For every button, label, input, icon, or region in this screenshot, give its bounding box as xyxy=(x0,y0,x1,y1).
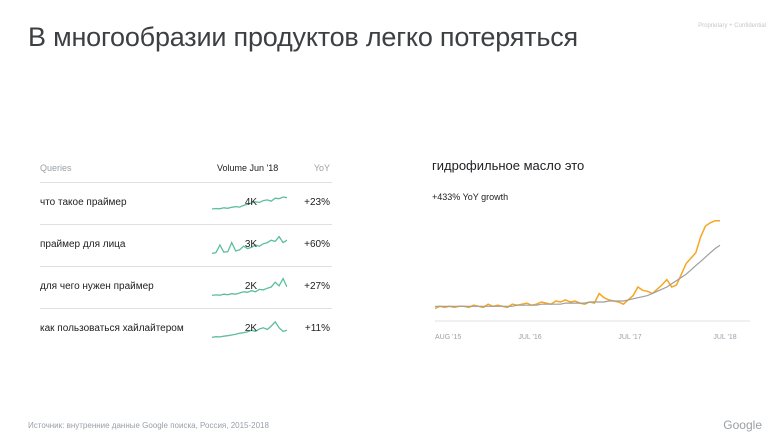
series-line-0 xyxy=(434,219,720,310)
volume-value: 3K xyxy=(244,239,258,250)
volume-value: 2K xyxy=(244,281,258,292)
sparkline-series xyxy=(212,277,287,297)
x-tick-label: JUL '17 xyxy=(618,334,641,341)
yoy-value: +23% xyxy=(304,197,330,208)
query-text: что такое праймер xyxy=(40,197,127,208)
chart-title: гидрофильное масло это xyxy=(432,158,585,173)
table-row: для чего нужен праймер 2K +27% xyxy=(40,266,332,308)
series-line-1 xyxy=(435,244,721,307)
yoy-value: +27% xyxy=(304,281,330,292)
x-tick-label: JUL '18 xyxy=(713,334,736,341)
yoy-value: +11% xyxy=(304,323,330,334)
chart-subtitle: +433% YoY growth xyxy=(432,192,509,202)
volume-value: 4K xyxy=(244,197,258,208)
header-queries: Queries xyxy=(40,163,72,173)
header-yoy: YoY xyxy=(313,163,330,173)
google-logo: Google xyxy=(723,418,762,432)
volume-value: 2K xyxy=(244,323,258,334)
x-tick-label: AUG '15 xyxy=(435,334,461,341)
sparkline xyxy=(212,320,287,339)
x-tick-label: JUL '16 xyxy=(518,334,541,341)
sparkline-series xyxy=(212,320,287,339)
table-row: праймер для лица 3K +60% xyxy=(40,224,332,266)
query-text: как пользоваться хайлайтером xyxy=(40,323,184,334)
query-text: для чего нужен праймер xyxy=(40,281,154,292)
queries-table: Queries Volume Jun '18 YoY что такое пра… xyxy=(40,160,332,350)
table-row: как пользоваться хайлайтером 2K +11% xyxy=(40,308,332,350)
sparkline-series xyxy=(212,196,287,210)
source-note: Источник: внутренние данные Google поиск… xyxy=(28,421,269,430)
table-header: Queries Volume Jun '18 YoY xyxy=(40,160,332,182)
header-volume: Volume Jun '18 xyxy=(217,163,279,173)
sparkline-series xyxy=(212,235,287,255)
sparkline xyxy=(212,196,287,210)
query-text: праймер для лица xyxy=(40,239,126,250)
sparkline xyxy=(212,277,287,297)
table-row: что такое праймер 4K +23% xyxy=(40,182,332,224)
sparkline xyxy=(212,235,287,255)
trend-chart: AUG '15 JUL '16 JUL '17 JUL '18 xyxy=(434,219,750,341)
yoy-value: +60% xyxy=(304,239,330,250)
slide-title: В многообразии продуктов легко потерятьс… xyxy=(28,22,578,52)
proprietary-label: Proprietary + Confidential xyxy=(698,23,766,29)
